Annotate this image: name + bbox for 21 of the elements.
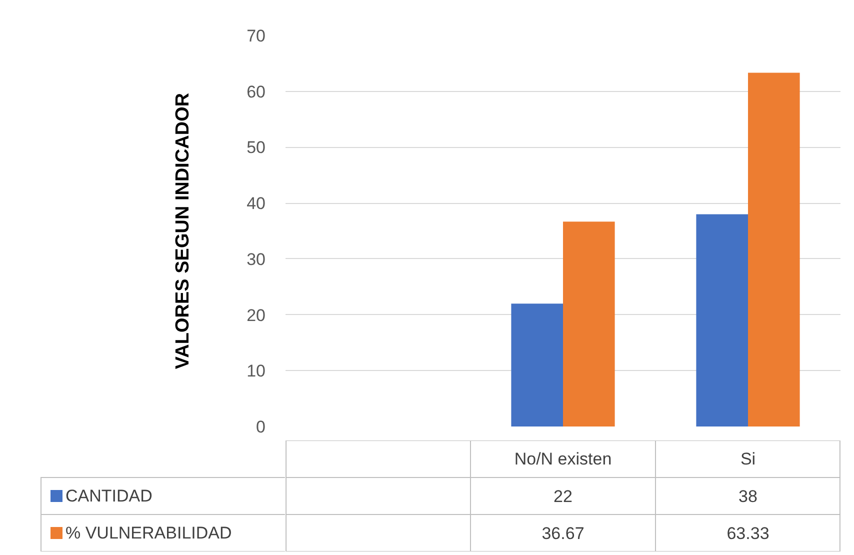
legend-label: % VULNERABILIDAD bbox=[66, 524, 232, 542]
y-tick-label: 70 bbox=[246, 26, 266, 46]
y-axis-title: VALORES SEGUN INDICADOR bbox=[172, 92, 194, 370]
y-tick-label: 60 bbox=[246, 82, 266, 102]
data-label: 22 bbox=[554, 487, 572, 506]
bar bbox=[563, 222, 615, 426]
y-tick-label: 30 bbox=[246, 250, 266, 269]
legend-label: CANTIDAD bbox=[66, 486, 152, 506]
y-tick-label: 50 bbox=[246, 138, 266, 158]
bar bbox=[696, 214, 748, 426]
x-tick-label: No/N existen bbox=[514, 450, 612, 468]
data-label: 38 bbox=[738, 487, 758, 506]
y-tick-label: 20 bbox=[246, 306, 266, 325]
data-label: 63.33 bbox=[726, 524, 770, 543]
bar bbox=[748, 72, 800, 426]
bar bbox=[511, 304, 563, 426]
y-tick-label: 0 bbox=[256, 418, 266, 436]
x-tick-label: Si bbox=[740, 450, 756, 468]
data-label: 36.67 bbox=[542, 524, 584, 543]
y-tick-label: 10 bbox=[246, 362, 266, 381]
y-tick-label: 40 bbox=[246, 194, 266, 214]
